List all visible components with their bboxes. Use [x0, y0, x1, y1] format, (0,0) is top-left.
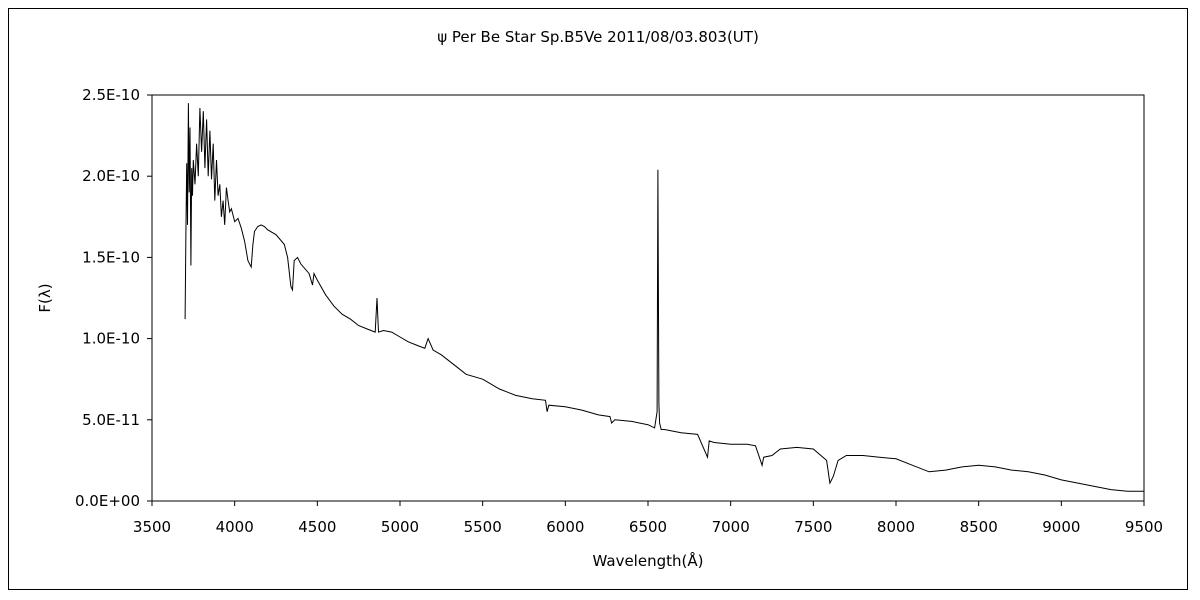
x-axis: 3500 4000 4500 5000 5500 6000 6500 7000 7500 8000…	[133, 501, 1163, 536]
x-tick-label: 8000	[877, 518, 915, 536]
y-tick-label: 1.0E-10	[82, 330, 140, 348]
y-tick-label: 0.0E+00	[75, 492, 140, 510]
chart-title: ψ Per Be Star Sp.B5Ve 2011/08/03.803(UT)	[437, 28, 759, 46]
x-tick-label: 8500	[960, 518, 998, 536]
x-tick-label: 6000	[546, 518, 584, 536]
y-tick-label: 1.5E-10	[82, 248, 140, 266]
x-tick-label: 6500	[629, 518, 667, 536]
x-tick-label: 7500	[794, 518, 832, 536]
x-tick-label: 7000	[712, 518, 750, 536]
x-tick-label: 4000	[216, 518, 254, 536]
x-tick-label: 3500	[133, 518, 171, 536]
y-axis: 0.0E+00 5.0E-11 1.0E-10 1.5E-10 2.0E-10 2.5E-…	[75, 86, 152, 510]
spectrum-line	[184, 103, 1144, 492]
y-tick-label: 2.5E-10	[82, 86, 140, 104]
y-axis-label: F(λ)	[36, 283, 54, 312]
x-tick-label: 5500	[464, 518, 502, 536]
x-tick-label: 5000	[381, 518, 419, 536]
chart-frame	[8, 8, 1188, 590]
x-tick-label: 9500	[1125, 518, 1163, 536]
x-tick-label: 4500	[298, 518, 336, 536]
x-tick-label: 9000	[1042, 518, 1080, 536]
y-tick-label: 2.0E-10	[82, 167, 140, 185]
x-axis-label: Wavelength(Å)	[593, 551, 704, 570]
y-tick-label: 5.0E-11	[82, 411, 140, 429]
plot-area	[151, 94, 1145, 502]
